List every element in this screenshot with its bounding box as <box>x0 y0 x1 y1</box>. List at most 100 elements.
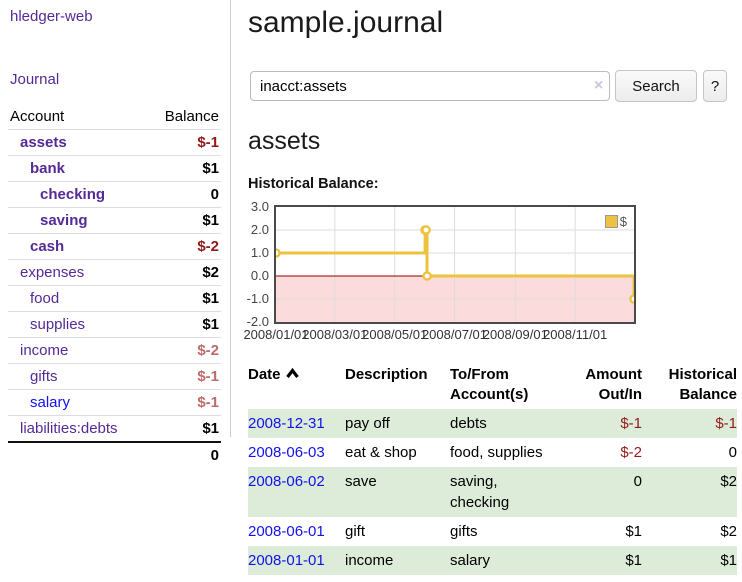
balance-column-header: Historical Balance <box>668 366 737 403</box>
transaction-description-cell: gift <box>345 522 366 540</box>
chart-legend: $ <box>604 214 627 229</box>
account-link-cash[interactable]: cash <box>30 238 65 255</box>
transaction-amount-cell: $1 <box>625 551 642 569</box>
accounts-balance-table: Account Balance assets $-1 bank $1 checking 0… <box>8 104 221 468</box>
account-row: gifts $-1 <box>8 363 221 390</box>
transaction-accounts-cell: debts <box>450 414 487 432</box>
search-input[interactable] <box>250 71 610 101</box>
table-row: 2008-06-03 eat & shop food, supplies $-2 0 <box>248 438 737 467</box>
page-title: sample.journal <box>248 6 444 39</box>
account-balance: $1 <box>147 207 221 234</box>
account-balance: $1 <box>147 311 221 338</box>
account-link-assets[interactable]: assets <box>20 134 67 151</box>
account-row: salary $-1 <box>8 389 221 416</box>
account-row: liabilities:debts $1 <box>8 415 221 442</box>
y-axis-tick-label: 0.0 <box>250 268 269 283</box>
account-link-income[interactable]: income <box>20 342 69 359</box>
account-balance: $2 <box>147 259 221 286</box>
account-name-cell: assets <box>8 129 148 156</box>
transaction-date-link[interactable]: 2008-12-31 <box>248 414 325 432</box>
transaction-date-cell: 2008-06-01 <box>248 517 345 546</box>
search-button[interactable]: Search <box>615 70 697 102</box>
table-row: 2008-01-01 income salary $1 $1 <box>248 545 737 575</box>
account-row: income $-2 <box>8 337 221 364</box>
account-name-cell: supplies <box>8 311 148 338</box>
transaction-description-cell: eat & shop <box>345 443 417 461</box>
date-column-header[interactable]: Date <box>248 362 345 409</box>
y-axis-tick-label: 3.0 <box>250 199 269 214</box>
transaction-date-cell: 2008-01-01 <box>248 546 345 575</box>
transaction-amount-cell: $-1 <box>620 414 642 432</box>
sort-ascending-icon <box>285 365 300 385</box>
account-balance: $-1 <box>147 389 221 416</box>
transaction-date-cell: 2008-06-03 <box>248 438 345 467</box>
account-balance: $1 <box>147 415 221 442</box>
transaction-date-link[interactable]: 2008-06-01 <box>248 522 325 540</box>
accounts-table-header: Account Balance <box>8 104 221 130</box>
transaction-balance-cell: $2 <box>720 472 737 490</box>
transaction-balance-cell: $1 <box>720 551 737 569</box>
account-link-food[interactable]: food <box>30 290 60 307</box>
help-button[interactable]: ? <box>703 70 727 102</box>
chart-title: Historical Balance: <box>248 176 379 192</box>
transaction-date-link[interactable]: 2008-01-01 <box>248 551 325 569</box>
account-name-cell: cash <box>8 233 148 260</box>
transaction-balance-cell: $2 <box>720 522 737 540</box>
account-balance: $1 <box>147 285 221 312</box>
account-link-supplies[interactable]: supplies <box>30 316 86 333</box>
account-name-cell: expenses <box>8 259 148 286</box>
account-balance: $-2 <box>147 337 221 364</box>
y-axis-tick-label: -2.0 <box>246 314 269 329</box>
account-row: bank $1 <box>8 155 221 182</box>
account-link-bank[interactable]: bank <box>30 160 66 177</box>
table-row: 2008-12-31 pay off debts $-1 $-1 <box>248 408 737 438</box>
transaction-date-cell: 2008-06-02 <box>248 467 345 517</box>
app-title-link[interactable]: hledger-web <box>10 8 93 25</box>
x-axis-tick-label: 2008/01/01 <box>243 327 309 342</box>
transaction-date-link[interactable]: 2008-06-02 <box>248 472 325 490</box>
historical-balance-chart: $ 3.0 2.0 1.0 0.0 -1.0 -2.0 2008/01/01 2008/03… <box>240 199 742 352</box>
legend-swatch-icon <box>604 215 618 228</box>
x-axis-tick-label: 2008/05/01 <box>362 327 428 342</box>
x-axis-tick-label: 2008/03/01 <box>302 327 368 342</box>
accounts-total-value: 0 <box>147 441 221 468</box>
accounts-total-row: 0 <box>8 441 221 468</box>
account-balance: $-1 <box>147 363 221 390</box>
account-row: checking 0 <box>8 181 221 208</box>
account-link-gifts[interactable]: gifts <box>30 368 58 385</box>
account-balance: $1 <box>147 155 221 182</box>
transaction-date-link[interactable]: 2008-06-03 <box>248 443 325 461</box>
table-row: 2008-06-02 save saving, checking 0 $2 <box>248 466 737 517</box>
transaction-balance-cell: 0 <box>728 443 737 461</box>
account-row: food $1 <box>8 285 221 312</box>
account-column-header: Account <box>10 108 65 125</box>
register-table-header: Date Description To/From Account(s) Amou… <box>248 362 737 409</box>
account-balance: 0 <box>147 181 221 208</box>
sidebar-item-journal[interactable]: Journal <box>10 71 60 88</box>
x-axis-tick-label: 2008/11/01 <box>543 327 608 342</box>
clear-search-icon[interactable]: × <box>594 77 604 94</box>
account-link-liabilities-debts[interactable]: liabilities:debts <box>20 420 118 437</box>
sidebar-divider <box>230 0 231 437</box>
x-axis-tick-label: 2008/09/01 <box>482 327 548 342</box>
tofrom-column-header: To/From Account(s) <box>450 366 529 403</box>
register-table: Date Description To/From Account(s) Amou… <box>248 362 737 575</box>
account-balance: $-2 <box>147 233 221 260</box>
accounts-total-spacer <box>8 441 148 468</box>
account-name-cell: salary <box>8 389 148 416</box>
account-link-expenses[interactable]: expenses <box>20 264 85 281</box>
account-heading: assets <box>248 127 321 155</box>
transaction-accounts-cell: gifts <box>450 522 478 540</box>
description-column-header: Description <box>345 366 428 383</box>
x-axis-tick-label: 2008/07/01 <box>421 327 488 342</box>
account-name-cell: checking <box>8 181 148 208</box>
account-link-checking[interactable]: checking <box>40 186 106 203</box>
account-name-cell: gifts <box>8 363 148 390</box>
transaction-amount-cell: $1 <box>625 522 642 540</box>
y-axis-tick-label: 1.0 <box>250 245 269 260</box>
account-link-saving[interactable]: saving <box>40 212 88 229</box>
account-row: saving $1 <box>8 207 221 234</box>
account-name-cell: bank <box>8 155 148 182</box>
account-link-salary[interactable]: salary <box>30 394 71 411</box>
account-row: supplies $1 <box>8 311 221 338</box>
